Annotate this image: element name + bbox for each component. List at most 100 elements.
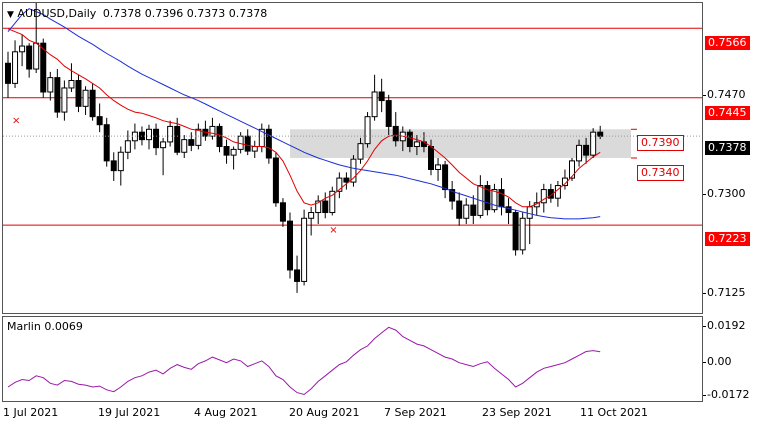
candle-body <box>392 125 399 142</box>
oscillator-pane[interactable]: Marlin 0.0069 <box>2 316 703 402</box>
oscillator-axis[interactable]: 0.0192 0.00 -0.0172 <box>703 316 759 402</box>
candle-body <box>301 217 308 282</box>
candle-body <box>498 189 505 208</box>
candle-body <box>329 190 336 214</box>
zone-upper-label: 0.7390 <box>637 135 684 151</box>
symbol-label: AUDUSD,Daily <box>17 7 97 20</box>
tick-mark <box>703 95 706 96</box>
candle-body <box>371 91 378 118</box>
candle-body <box>131 131 138 142</box>
candle-body <box>519 217 526 251</box>
candle-body <box>463 204 470 219</box>
oscillator-tick: 0.00 <box>707 355 732 368</box>
triangle-down-icon[interactable]: ▼ <box>7 10 14 20</box>
tick-mark <box>703 395 706 396</box>
candle-body <box>230 148 237 156</box>
candle-body <box>12 51 19 84</box>
candle-body <box>350 158 357 183</box>
candle-body <box>82 89 89 107</box>
date-label: 23 Sep 2021 <box>482 406 552 419</box>
red-x-marker: × <box>329 225 337 236</box>
candle-body <box>406 131 413 148</box>
candle-body <box>96 116 103 126</box>
fast-moving-average <box>7 28 601 208</box>
candle-body <box>19 45 26 53</box>
price-chart-pane[interactable]: × × ▼ AUDUSD,Daily 0.7378 0.7396 0.7373 0… <box>2 2 703 314</box>
price-tick: 0.7300 <box>707 187 746 200</box>
level-tag: 0.7223 <box>705 232 750 246</box>
candle-body <box>597 131 604 137</box>
candle-body <box>117 151 124 172</box>
slow-moving-average <box>7 8 601 220</box>
candle-body <box>491 189 498 211</box>
candle-body <box>188 139 195 146</box>
date-label: 19 Jul 2021 <box>98 406 161 419</box>
candle-body <box>146 128 152 141</box>
candle-body <box>103 124 110 162</box>
candle-body <box>590 131 597 156</box>
candle-body <box>5 62 11 84</box>
chart-title: ▼ AUDUSD,Daily 0.7378 0.7396 0.7373 0.73… <box>7 7 267 20</box>
candle-body <box>40 42 47 93</box>
candle-body <box>195 128 202 146</box>
candle-body <box>576 144 583 162</box>
level-tag: 0.7445 <box>705 106 750 120</box>
date-label: 4 Aug 2021 <box>194 406 258 419</box>
candle-body <box>68 80 75 89</box>
price-axis[interactable]: 0.7470 0.7300 0.7125 0.7566 0.7445 0.737… <box>703 2 759 314</box>
tick-mark <box>703 194 706 195</box>
candle-body <box>456 200 463 219</box>
candle-body <box>336 177 343 192</box>
candle-body <box>442 164 449 191</box>
candle-body <box>569 160 575 179</box>
candle-body <box>357 143 364 160</box>
candle-body <box>583 144 590 156</box>
candle-body <box>287 220 293 271</box>
candle-body <box>435 164 442 170</box>
current-price-tag: 0.7378 <box>705 141 750 155</box>
oscillator-tick: -0.0172 <box>707 388 750 401</box>
candle-body <box>223 146 230 156</box>
candle-body <box>26 45 33 70</box>
candle-body <box>75 80 82 107</box>
red-x-marker: × <box>12 116 20 127</box>
candle-body <box>428 146 434 170</box>
date-label: 20 Aug 2021 <box>289 406 360 419</box>
candle-body <box>294 269 301 282</box>
level-tag: 0.7566 <box>705 36 750 50</box>
tick-mark <box>703 293 706 294</box>
candle-body <box>505 206 512 214</box>
time-axis[interactable]: 1 Jul 2021 19 Jul 2021 4 Aug 2021 20 Aug… <box>0 402 759 427</box>
candle-body <box>33 42 40 70</box>
candle-body <box>110 160 117 172</box>
candle-body <box>61 87 68 113</box>
oscillator-line <box>7 326 601 396</box>
candle-body <box>378 91 385 102</box>
candle-body <box>251 146 258 152</box>
candle-body <box>47 77 54 93</box>
candle-body <box>124 140 131 153</box>
resistance-zone <box>290 129 631 158</box>
ohlc-readout: 0.7378 0.7396 0.7373 0.7378 <box>102 7 268 20</box>
candle-body <box>153 128 160 149</box>
candle-body <box>54 77 61 113</box>
candle-body <box>209 125 216 137</box>
candle-body <box>413 141 420 148</box>
candle-body <box>484 185 491 211</box>
candle-body <box>160 141 167 149</box>
tick-mark <box>703 326 706 327</box>
candle-body <box>540 189 547 204</box>
candle-body <box>244 135 251 152</box>
oscillator-canvas[interactable] <box>3 317 702 401</box>
candle-body <box>167 125 174 143</box>
candle-body <box>272 157 279 204</box>
candle-body <box>343 177 350 183</box>
tick-mark <box>703 362 706 363</box>
candle-body <box>554 185 561 199</box>
price-tick: 0.7125 <box>707 286 746 299</box>
candle-body <box>315 200 322 214</box>
price-chart-canvas[interactable]: ×× <box>3 3 702 313</box>
candle-body <box>385 100 392 127</box>
candle-body <box>512 212 519 251</box>
candle-body <box>181 139 188 153</box>
